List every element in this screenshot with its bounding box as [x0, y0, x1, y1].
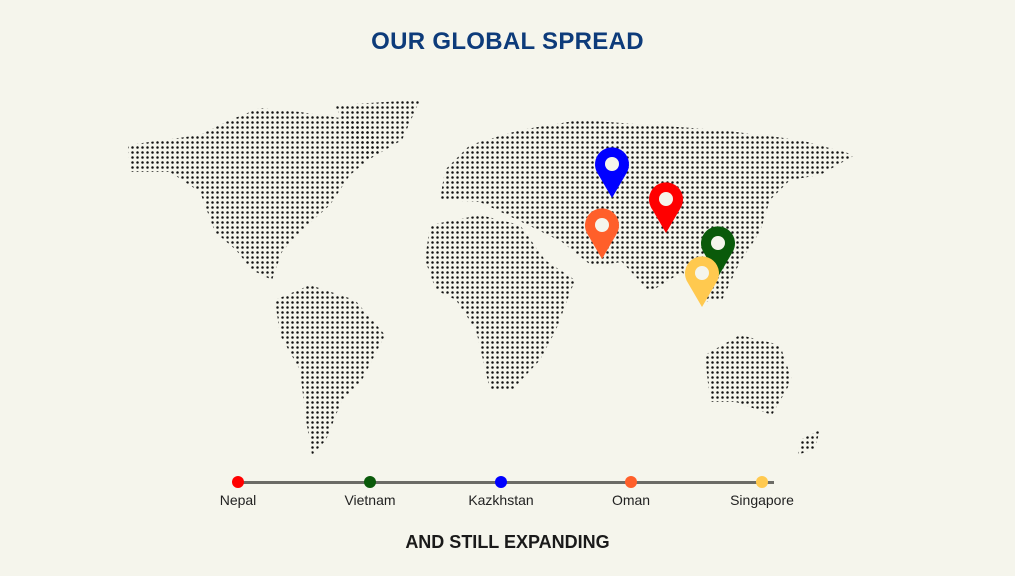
location-label: Oman [611, 492, 651, 508]
location-pin-singapore [685, 256, 720, 307]
location-dot [495, 476, 507, 488]
location-dot [364, 476, 376, 488]
location-dot [232, 476, 244, 488]
timeline-stop: Oman [551, 476, 711, 508]
north-america [128, 108, 380, 280]
location-dot [756, 476, 768, 488]
new-zealand [798, 430, 820, 455]
timeline-stop: Vietnam [290, 476, 450, 508]
location-pin-oman [585, 208, 620, 259]
location-pin-vietnam [701, 226, 735, 277]
location-label: Vietnam [344, 492, 396, 508]
timeline-stop: Nepal [158, 476, 318, 508]
page-title: OUR GLOBAL SPREAD [371, 28, 644, 55]
location-dot [625, 476, 637, 488]
footer-tagline: AND STILL EXPANDING [405, 532, 610, 552]
timeline-stop: Singapore [682, 476, 842, 508]
south-america [275, 285, 385, 455]
australia [705, 335, 792, 415]
location-label: Nepal [219, 492, 257, 508]
greenland [335, 100, 420, 160]
location-pin-kazkhstan [595, 147, 629, 198]
timeline-stop: Kazkhstan [421, 476, 581, 508]
location-label: Kazkhstan [468, 492, 534, 508]
location-label: Singapore [730, 492, 794, 508]
location-pin-nepal [648, 182, 683, 233]
eurasia [440, 120, 855, 302]
africa [425, 215, 575, 390]
